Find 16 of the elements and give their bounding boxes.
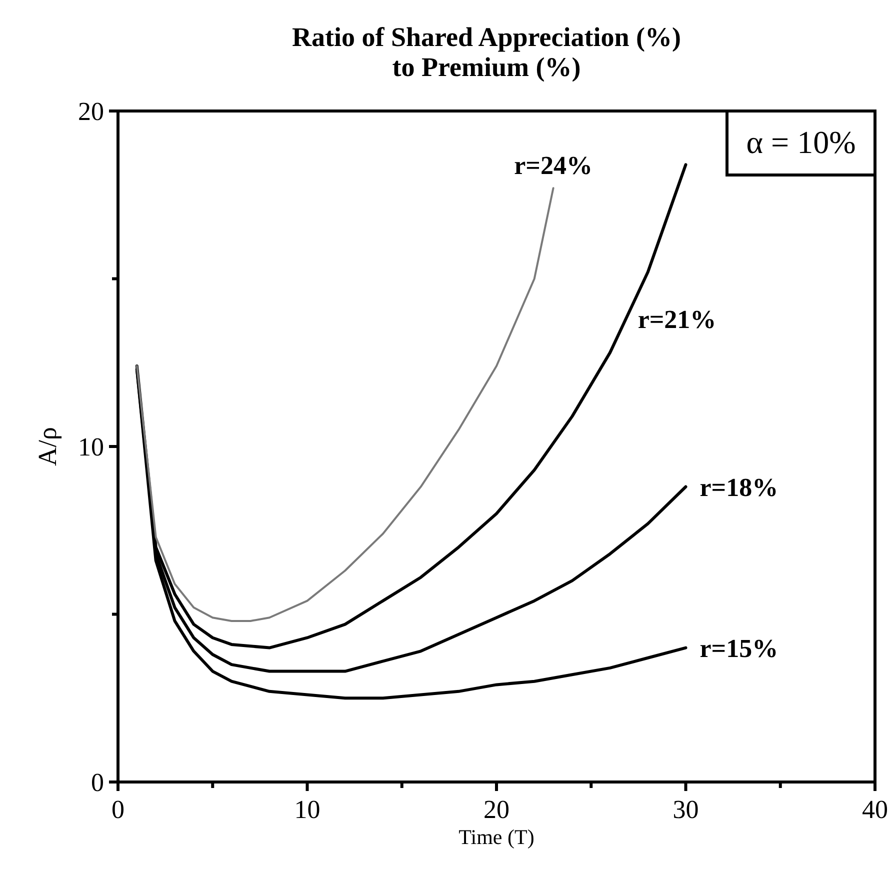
x-tick-label: 40: [862, 795, 888, 824]
y-tick-label: 0: [91, 768, 104, 797]
y-axis-title: A/ρ: [33, 427, 62, 466]
series-label: r=15%: [700, 634, 778, 663]
y-tick-label: 10: [78, 432, 104, 462]
annotation: α = 10%: [746, 124, 856, 160]
x-tick-label: 20: [484, 795, 510, 824]
series-label: r=21%: [638, 305, 716, 334]
y-tick-label: 20: [78, 97, 104, 126]
x-axis-title: Time (T): [458, 825, 534, 849]
x-tick-label: 10: [294, 795, 320, 824]
series-label: r=18%: [700, 472, 778, 502]
series-label: r=24%: [514, 151, 592, 180]
x-tick-label: 30: [672, 795, 699, 824]
chart-title: Ratio of Shared Appreciation (%) to Premium (%): [292, 22, 682, 82]
x-tick-label: 0: [112, 795, 124, 824]
